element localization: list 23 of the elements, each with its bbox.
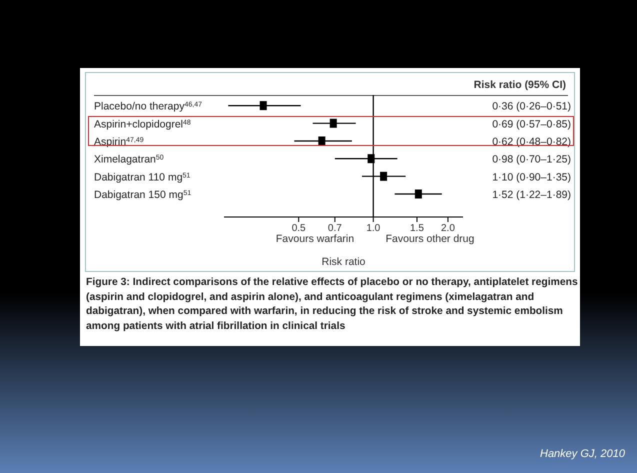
data-label: 0·36 (0·26–0·51) [492,100,571,113]
data-label: 0·98 (0·70–1·25) [492,154,571,166]
x-tick-label: 0.7 [328,223,342,234]
y-tick-label: Aspirin$^{47,49}$ [94,136,144,148]
y-tick-label: Dabigatran 110 mg$^{51}$ [94,171,190,184]
y-tick-label: Placebo/no therapy$^{46,47}$ [94,100,202,113]
text: Favours other drug [386,233,474,245]
y-tick-label: Ximelagatran$^{50}$ [94,154,164,166]
x-tick-label: 0.5 [292,223,306,234]
x-axis-title: Risk ratio [322,256,366,268]
data-label: 0·62 (0·48–0·82) [492,136,571,148]
x-tick-label: 2.0 [440,223,456,234]
text: Hankey GJ, 2010 [540,448,625,460]
x-tick-label: 1.5 [410,223,424,234]
x-tick-label: 1.0 [366,223,381,234]
data-label: 1·52 (1·22–1·89) [492,189,571,202]
data-label: 1·10 (0·90–1·35) [492,171,571,184]
y-tick-label: Aspirin+clopidogrel$^{48}$ [94,118,191,130]
y-tick-label: Dabigatran 150 mg$^{51}$ [94,189,192,202]
data-label: 0·69 (0·57–0·85) [492,118,571,130]
caption: Figure 3: Indirect comparisons of the relative effects of placebo or no therapy, antiplatelet regimens (aspirin and clopidogrel, and aspirin alone), and anticoagulant regimens (ximelagatran and dabigatran), when compared with warfarin, in reducing the risk of stroke and systemic embolism among patients with atrial fibrillation in clinical trials [86,276,578,334]
text: Favours warfarin [276,233,354,245]
text: Risk ratio (95% CI) [474,79,566,91]
